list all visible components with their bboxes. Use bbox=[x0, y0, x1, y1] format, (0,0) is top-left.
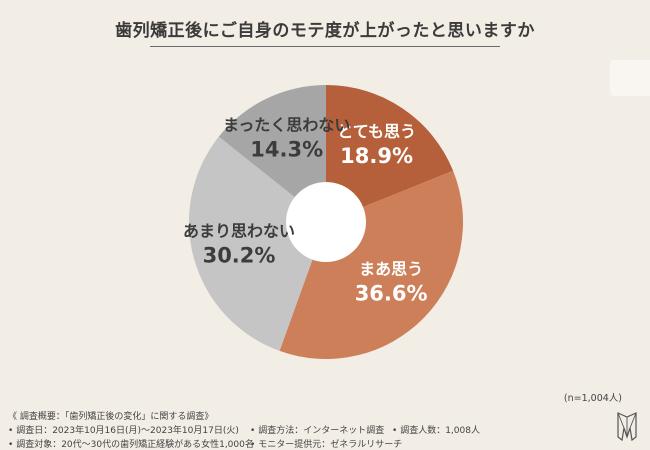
survey-provider: • モニター提供元：ゼネラルリサーチ bbox=[250, 437, 402, 450]
survey-provider-text: モニター提供元：ゼネラルリサーチ bbox=[258, 440, 403, 450]
category-label-very: とても思う bbox=[337, 122, 416, 141]
value-label-somewhat: 36.6% bbox=[355, 282, 428, 306]
survey-method: • 調査方法：インターネット調査 bbox=[250, 423, 384, 436]
bullet: • bbox=[250, 440, 256, 450]
slice-very bbox=[326, 85, 454, 222]
category-label-not-at-all: まったく思わない bbox=[223, 116, 350, 135]
tooth-logo-icon bbox=[617, 412, 637, 442]
bullet: • bbox=[250, 426, 256, 436]
category-label-somewhat: まあ思う bbox=[359, 260, 423, 279]
side-tab bbox=[610, 60, 650, 96]
chart-title: 歯列矯正後にご自身のモテ度が上がったと思いますか bbox=[115, 21, 535, 41]
slice-not-at-all bbox=[218, 85, 326, 222]
survey-count-text: 調査人数：1,008人 bbox=[400, 426, 480, 436]
survey-overview: 《 調査概要：「歯列矯正後の変化」に関する調査》 bbox=[8, 412, 214, 422]
survey-date-text: 調査日：2023年10月16日(月)〜2023年10月17日(火) bbox=[16, 426, 239, 436]
value-label-very: 18.9% bbox=[340, 144, 413, 168]
value-label-not-much: 30.2% bbox=[203, 244, 276, 268]
survey-method-text: 調査方法：インターネット調査 bbox=[258, 426, 385, 436]
bullet: • bbox=[392, 426, 398, 436]
survey-count: • 調査人数：1,008人 bbox=[392, 423, 480, 436]
survey-date: • 調査日：2023年10月16日(月)〜2023年10月17日(火) bbox=[8, 423, 239, 436]
bullet: • bbox=[8, 440, 14, 450]
survey-target-text: 調査対象：20代〜30代の歯列矯正経験がある女性1,000名 bbox=[16, 440, 254, 450]
category-label-not-much: あまり思わない bbox=[183, 222, 295, 241]
title-divider bbox=[150, 46, 500, 47]
donut-hole bbox=[286, 182, 366, 262]
bullet: • bbox=[8, 426, 14, 436]
slice-not-much bbox=[189, 136, 326, 351]
slice-somewhat bbox=[279, 170, 464, 359]
value-label-not-at-all: 14.3% bbox=[250, 138, 323, 162]
sample-size: (n=1,004人) bbox=[563, 393, 622, 404]
survey-target: • 調査対象：20代〜30代の歯列矯正経験がある女性1,000名 bbox=[8, 437, 254, 450]
